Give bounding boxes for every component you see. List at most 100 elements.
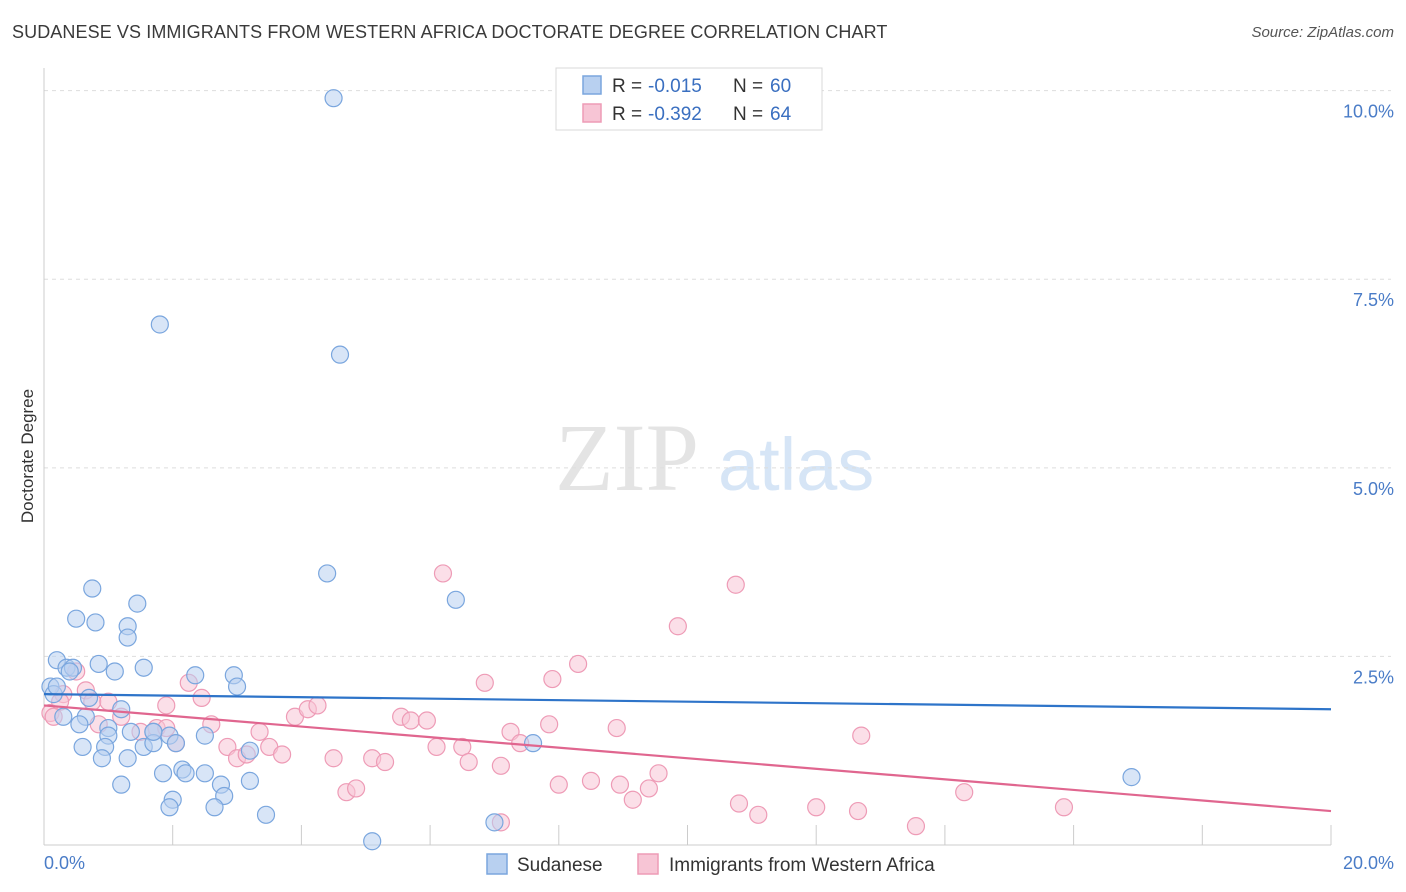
sudanese-point [153, 764, 173, 783]
legend-box: R = -0.015 N = 60 R = -0.392 N = 64 [555, 67, 823, 131]
western-africa-point [272, 745, 292, 764]
sudanese-point [144, 722, 163, 741]
sudanese-point [195, 764, 214, 783]
sudanese-point [112, 775, 131, 794]
sudanese-point [160, 798, 179, 817]
western-africa-point [453, 737, 472, 757]
sudanese-point [128, 594, 147, 613]
sudanese-point [176, 764, 195, 783]
sudanese-point [73, 737, 92, 757]
sudanese-point [1122, 768, 1141, 787]
western-africa-point [375, 752, 395, 772]
western-africa-point [250, 722, 269, 741]
western-africa-point [540, 715, 559, 734]
legend-n-value-1: 60 [770, 76, 791, 97]
western-africa-point [668, 617, 687, 636]
western-africa-point [346, 779, 366, 798]
western-africa-point [749, 805, 768, 824]
sudanese-point [150, 315, 169, 334]
sudanese-point [485, 813, 504, 832]
sudanese-point [195, 726, 214, 745]
western-africa-point [906, 817, 926, 836]
western-africa-point [491, 756, 510, 775]
sudanese-point [60, 662, 79, 681]
western-africa-point [569, 654, 588, 674]
western-africa-point [607, 718, 626, 738]
sudanese-point [256, 805, 276, 824]
legend-r-value-2: -0.392 [648, 104, 702, 125]
sudanese-point [118, 628, 137, 647]
ticks: 2.5% 5.0% 7.5% 10.0% [172, 102, 1394, 845]
sudanese-point [446, 590, 465, 609]
sudanese-point [240, 771, 260, 790]
sudanese-point [92, 749, 112, 768]
sudanese-point [86, 613, 105, 632]
sudanese-point [363, 832, 382, 851]
western-africa-point [955, 783, 974, 802]
western-africa-point [729, 794, 749, 813]
legend-n-label-2: N = [733, 104, 763, 125]
western-africa-point [192, 688, 211, 707]
western-africa-point [623, 790, 642, 809]
sudanese-point [324, 89, 343, 108]
legend-swatch-western-africa [582, 103, 602, 123]
bottom-legend-swatch-western-africa [637, 853, 659, 875]
series-sudanese-points [41, 89, 1141, 851]
western-africa-point [848, 801, 868, 821]
sudanese-point [205, 798, 224, 817]
sudanese-point [330, 345, 350, 364]
western-africa-point [157, 696, 176, 715]
bottom-legend-label-sudanese: Sudanese [517, 855, 603, 876]
x-tick-label-min: 0.0% [44, 853, 85, 873]
bottom-legend-label-western-africa: Immigrants from Western Africa [669, 855, 935, 876]
sudanese-point [70, 715, 89, 734]
sudanese-point [523, 734, 543, 753]
sudanese-point [112, 700, 131, 719]
sudanese-point [118, 749, 137, 768]
trend-lines [43, 693, 1332, 813]
legend-r-label-1: R = [612, 76, 642, 97]
legend-n-value-2: 64 [770, 104, 792, 125]
sudanese-point [54, 707, 73, 726]
western-africa-point [726, 575, 745, 594]
chart-title: SUDANESE VS IMMIGRANTS FROM WESTERN AFRI… [12, 22, 888, 42]
sudanese-point [227, 677, 247, 696]
western-africa-point [427, 737, 446, 757]
western-africa-point [639, 779, 658, 798]
grid [44, 90, 1391, 657]
western-africa-point [459, 752, 478, 772]
western-africa-point [807, 798, 826, 817]
western-africa-point [581, 771, 601, 790]
sudanese-point [89, 654, 108, 674]
sudanese-trend-line [43, 693, 1332, 711]
x-tick-label-max: 20.0% [1343, 853, 1394, 873]
sudanese-point [47, 677, 66, 696]
y-tick-label: 7.5% [1353, 290, 1394, 310]
y-tick-label: 10.0% [1343, 102, 1394, 122]
sudanese-point [240, 741, 260, 760]
sudanese-point [105, 662, 124, 681]
legend-swatch-sudanese [582, 75, 602, 95]
western-africa-point [852, 726, 871, 745]
western-africa-point [649, 764, 668, 783]
western-africa-point [308, 696, 327, 715]
sudanese-point [186, 666, 205, 685]
bottom-legend: Sudanese Immigrants from Western Africa [486, 853, 935, 876]
western-africa-point [543, 669, 562, 689]
sudanese-point [166, 734, 186, 753]
legend-r-label-2: R = [612, 104, 642, 125]
y-tick-label: 2.5% [1353, 667, 1394, 687]
sudanese-point [67, 609, 86, 628]
bottom-legend-swatch-sudanese [486, 853, 508, 875]
sudanese-point [121, 722, 140, 741]
source-credit: Source: ZipAtlas.com [1251, 24, 1394, 41]
y-tick-label: 5.0% [1353, 479, 1394, 499]
western-africa-point [401, 711, 420, 730]
western-africa-point [549, 775, 568, 794]
sudanese-point [79, 688, 99, 707]
western-africa-point [475, 673, 494, 692]
sudanese-point [83, 579, 102, 598]
sudanese-point [134, 658, 153, 677]
watermark-zip: ZIP [555, 404, 699, 511]
western-africa-point [1054, 798, 1074, 817]
